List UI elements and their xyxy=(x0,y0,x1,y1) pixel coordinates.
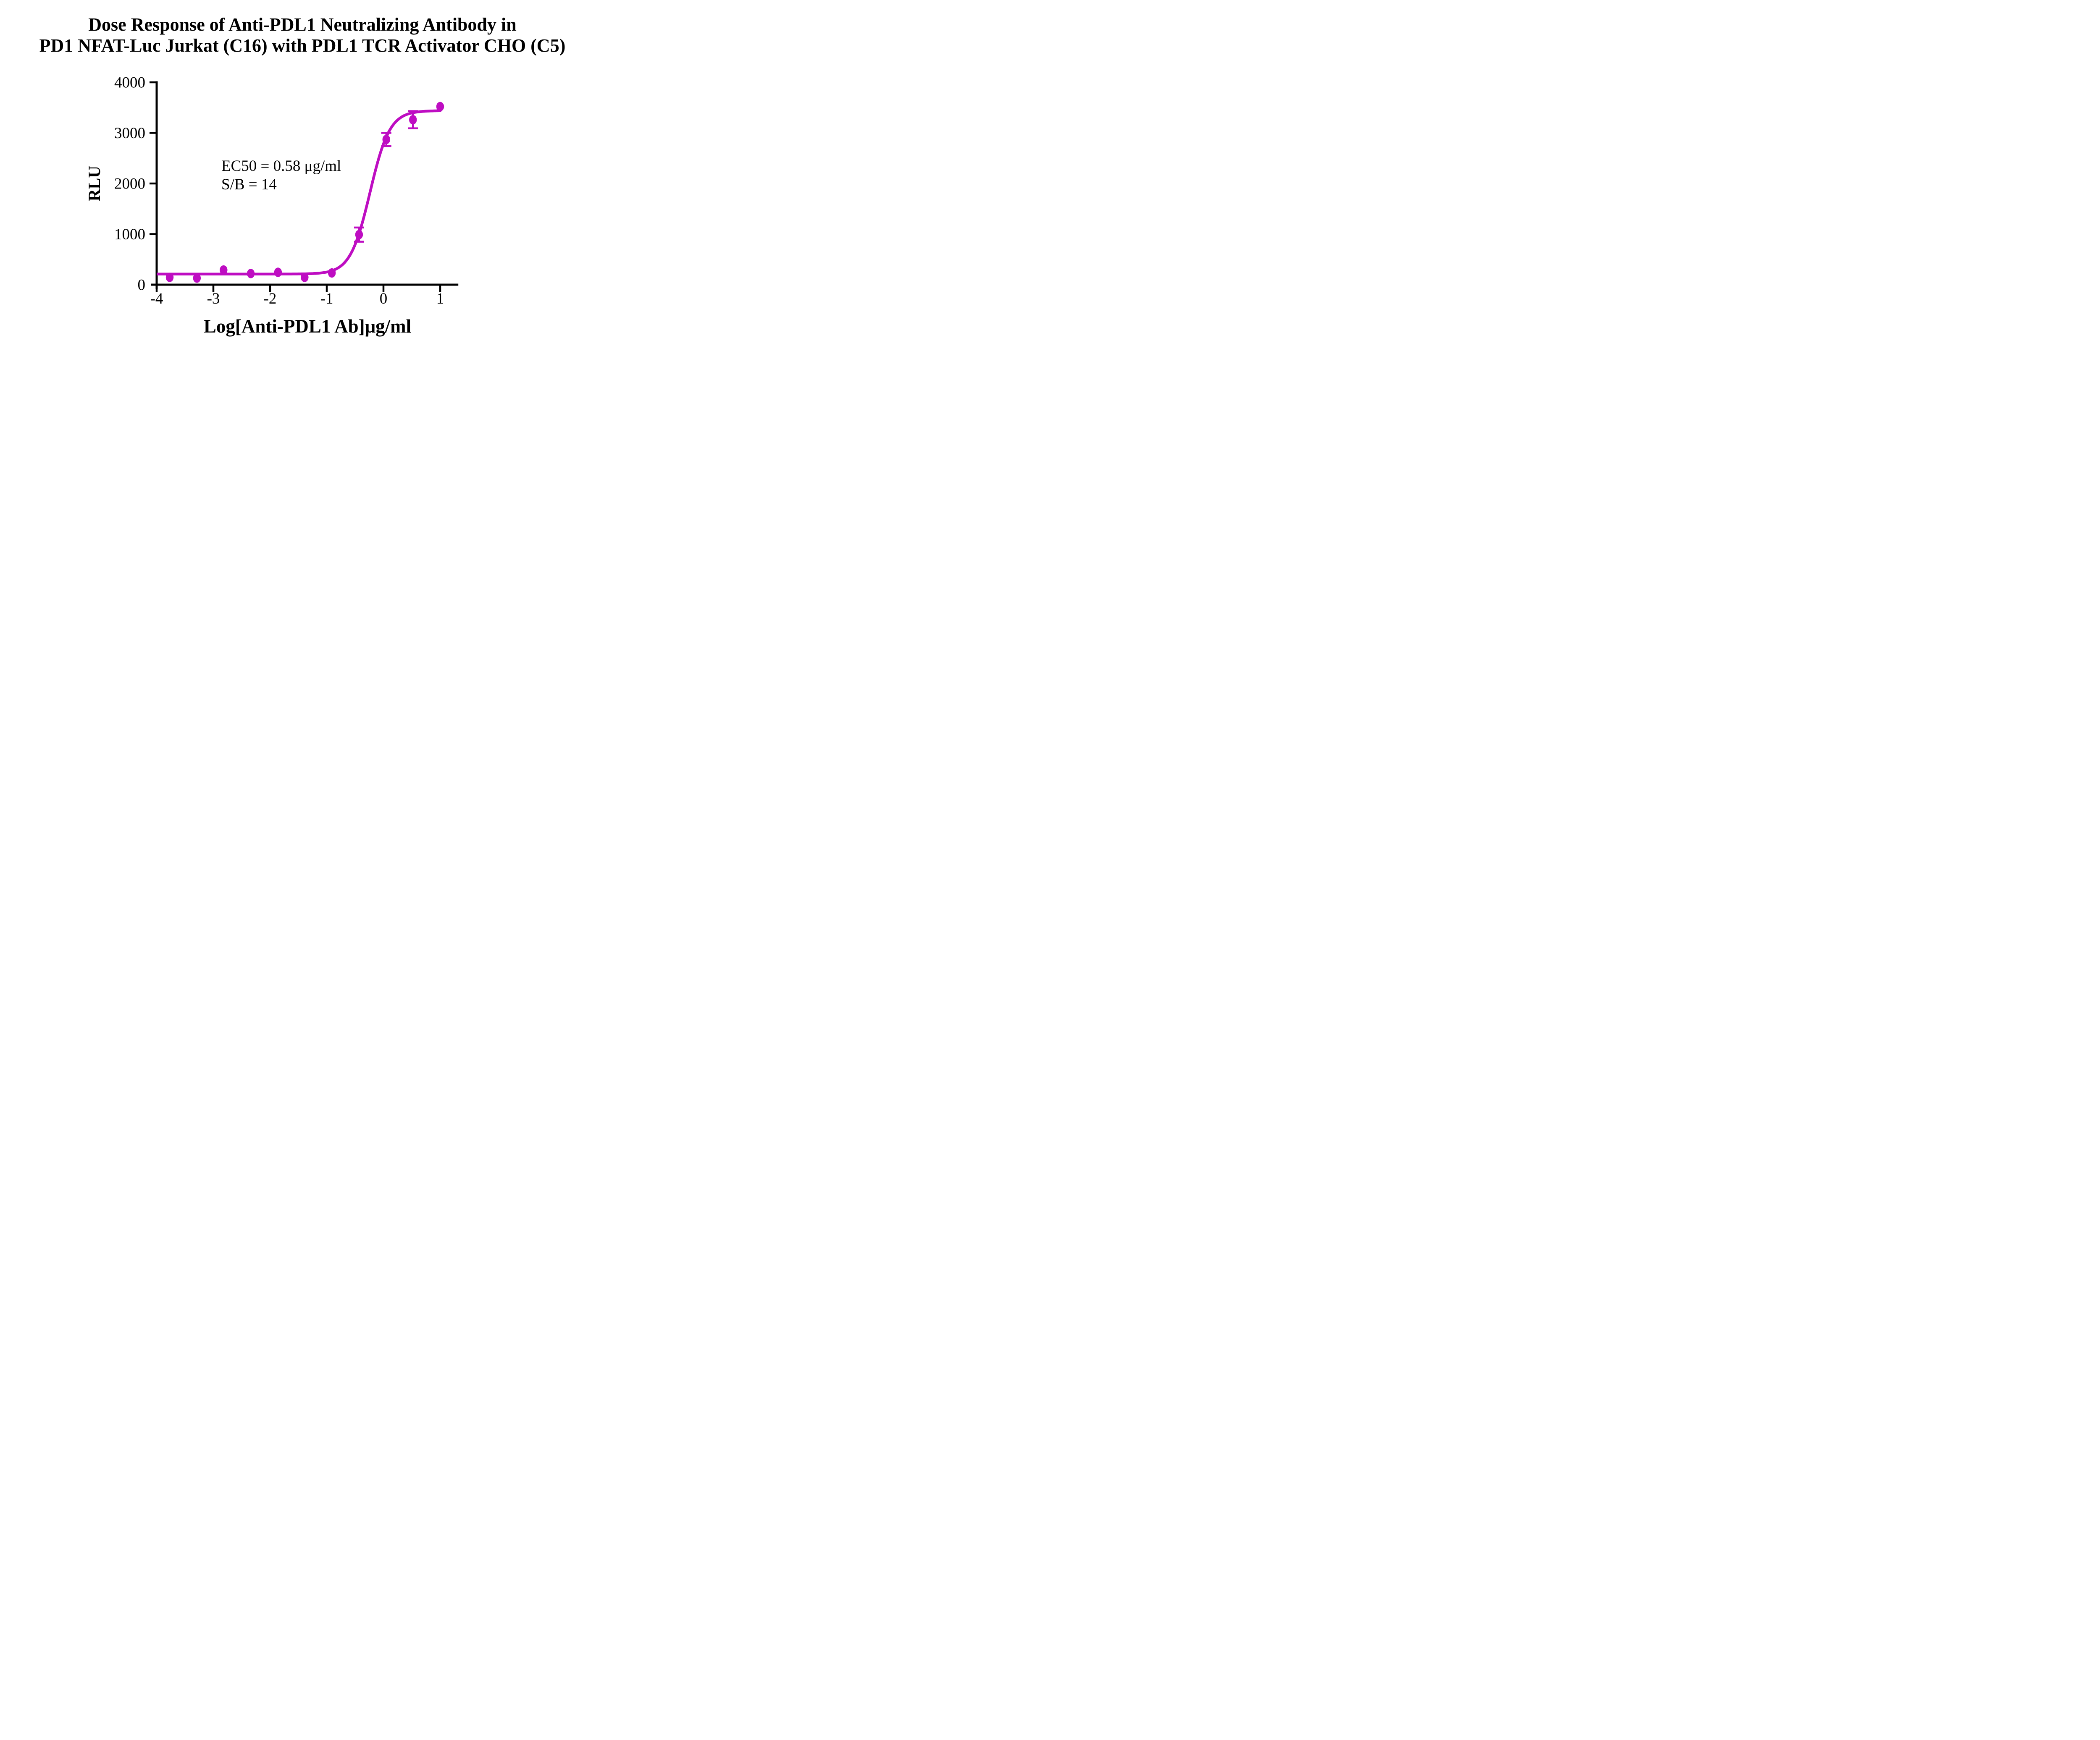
data-point xyxy=(274,267,282,277)
fit-curve xyxy=(156,109,442,275)
annotation-ec50: EC50 = 0.58 μg/ml xyxy=(221,157,341,175)
y-tick-label: 3000 xyxy=(114,125,145,142)
data-point xyxy=(355,230,363,239)
chart-title-line1: Dose Response of Anti-PDL1 Neutralizing … xyxy=(88,14,517,35)
y-tick-label: 0 xyxy=(138,277,146,294)
chart-title: Dose Response of Anti-PDL1 Neutralizing … xyxy=(0,14,605,56)
y-axis-label: RLU xyxy=(85,166,104,201)
data-point xyxy=(382,134,390,144)
x-axis-label: Log[Anti-PDL1 Ab]μg/ml xyxy=(204,316,411,337)
data-point xyxy=(436,102,444,112)
data-point xyxy=(165,273,174,282)
x-tick-label: -3 xyxy=(207,290,220,307)
data-point xyxy=(247,269,255,278)
y-tick-label: 4000 xyxy=(114,74,145,92)
data-point xyxy=(193,273,201,283)
data-point xyxy=(328,268,336,278)
x-tick-label: -2 xyxy=(264,290,277,307)
data-point xyxy=(301,273,309,282)
x-tick-label: 0 xyxy=(380,290,388,307)
annotation-sb: S/B = 14 xyxy=(221,176,277,193)
chart-title-line2: PD1 NFAT-Luc Jurkat (C16) with PDL1 TCR … xyxy=(39,35,566,56)
figure: Dose Response of Anti-PDL1 Neutralizing … xyxy=(0,0,605,349)
x-tick-label: 1 xyxy=(436,290,444,307)
x-tick-label: -1 xyxy=(320,290,333,307)
x-tick-label: -4 xyxy=(150,290,163,307)
data-point xyxy=(220,265,228,275)
dose-response-plot: -4 -3 -2 -1 0 1 0 1000 2000 3000 4000 RLU Log[Anti… xyxy=(85,74,459,337)
y-tick-label: 1000 xyxy=(114,226,145,243)
y-tick-label: 2000 xyxy=(114,176,145,193)
data-point xyxy=(409,115,417,125)
